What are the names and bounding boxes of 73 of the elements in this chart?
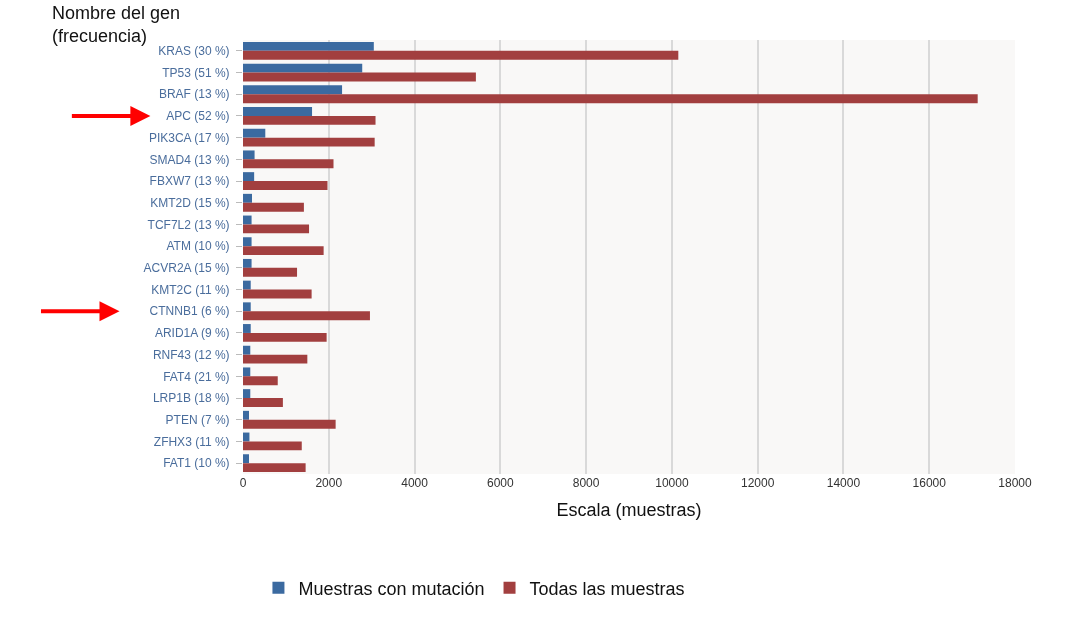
bar: [243, 354, 308, 364]
x-axis-title: Escala (muestras): [556, 500, 702, 521]
y-tick-label: ATM (10 %): [166, 239, 230, 254]
bar: [243, 367, 251, 377]
bar: [243, 311, 370, 321]
bar: [243, 85, 343, 95]
bar: [243, 345, 251, 355]
bar: [243, 224, 310, 234]
bar: [243, 181, 328, 190]
y-axis-title: Nombre del gen (frecuencia): [52, 3, 181, 47]
y-tick-label: APC (52 %): [166, 109, 230, 124]
x-tick-label: 4000: [401, 476, 429, 490]
y-tick-label: BRAF (13 %): [158, 87, 230, 102]
bar: [243, 41, 374, 51]
x-tick-label: 18000: [998, 476, 1033, 490]
bar: [243, 150, 255, 160]
y-tick-label: KRAS (30 %): [158, 44, 230, 59]
bar: [243, 237, 252, 247]
y-tick-label: ACVR2A (15 %): [143, 261, 230, 276]
bar: [243, 94, 978, 104]
bar: [243, 463, 306, 473]
bar: [243, 332, 327, 342]
y-tick-label: TCF7L2 (13 %): [147, 217, 230, 232]
bar: [243, 115, 376, 125]
y-tick-label: SMAD4 (13 %): [149, 152, 230, 167]
bar: [243, 441, 302, 451]
x-tick-label: 6000: [486, 476, 514, 490]
y-tick-label: LRP1B (18 %): [152, 391, 230, 406]
y-tick-label: TP53 (51 %): [162, 65, 230, 80]
bar: [243, 302, 251, 312]
bar: [243, 280, 251, 290]
bar: [243, 267, 298, 277]
x-tick-label: 2000: [315, 476, 343, 490]
bar: [243, 128, 266, 138]
bar: [243, 50, 679, 60]
x-tick-label: 0: [239, 476, 247, 490]
bar: [243, 398, 283, 407]
y-tick-label: KMT2D (15 %): [150, 195, 230, 210]
bar: [243, 202, 304, 212]
x-tick-label: 8000: [572, 476, 600, 490]
x-tick-label: 12000: [740, 476, 775, 490]
y-tick-label: PTEN (7 %): [165, 412, 230, 427]
x-tick-label: 14000: [826, 476, 861, 490]
legend-label: Muestras con mutación: [298, 578, 485, 599]
x-tick-label: 16000: [912, 476, 947, 490]
y-tick-label: FBXW7 (13 %): [149, 174, 230, 189]
bar: [243, 63, 363, 73]
y-tick-label: FAT4 (21 %): [163, 369, 230, 384]
bar: [243, 258, 252, 268]
bar: [243, 419, 336, 429]
bar: [243, 159, 334, 169]
legend-label: Todas las muestras: [529, 578, 685, 599]
bar: [243, 376, 278, 386]
bar: [243, 107, 313, 116]
y-tick-label: FAT1 (10 %): [163, 456, 230, 471]
x-tick-label: 10000: [655, 476, 689, 490]
bar: [243, 324, 251, 333]
y-tick-label: RNF43 (12 %): [152, 347, 230, 362]
bar: [243, 172, 255, 182]
y-tick-label: CTNNB1 (6 %): [149, 304, 230, 319]
bar: [243, 72, 476, 82]
bar: [243, 193, 253, 203]
bar: [243, 215, 252, 225]
y-tick-label: PIK3CA (17 %): [148, 130, 230, 145]
y-tick-label: ZFHX3 (11 %): [153, 434, 230, 449]
bar: [243, 410, 249, 420]
bar: [243, 454, 249, 464]
bar: [243, 389, 251, 399]
y-tick-label: KMT2C (11 %): [151, 282, 230, 297]
bar: [243, 137, 375, 147]
y-tick-label: ARID1A (9 %): [154, 326, 230, 341]
bar: [243, 289, 312, 299]
bar: [243, 246, 324, 256]
